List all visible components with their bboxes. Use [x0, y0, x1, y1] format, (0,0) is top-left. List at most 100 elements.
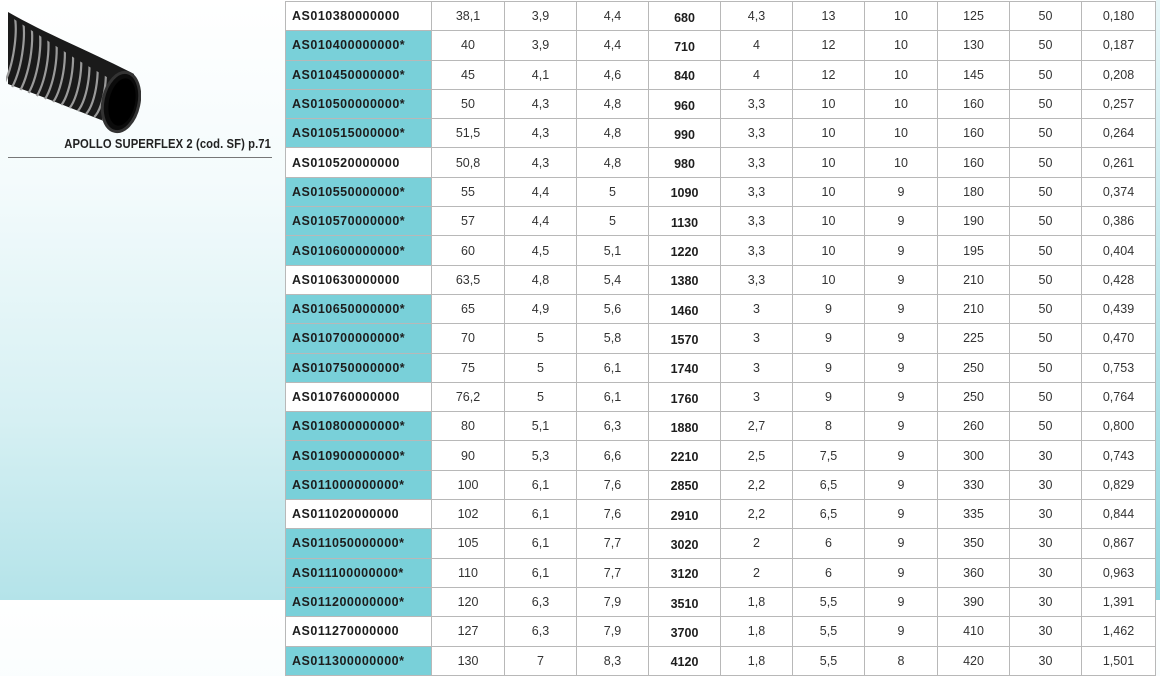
value-cell: 0,844	[1081, 499, 1156, 530]
value-cell: 65	[431, 293, 505, 325]
value-cell: 4,8	[576, 88, 649, 120]
value-cell: 2850	[648, 469, 721, 501]
value-cell: 70	[431, 323, 505, 354]
value-cell: 1380	[648, 264, 721, 295]
value-cell: 10	[792, 176, 865, 208]
article-code-cell: AS011020000000	[285, 499, 432, 530]
value-cell: 0,439	[1081, 293, 1156, 325]
value-cell: 38,1	[431, 0, 505, 32]
article-code-cell: AS010500000000*	[285, 88, 432, 120]
value-cell: 9	[864, 528, 938, 559]
value-cell: 30	[1009, 528, 1082, 559]
value-cell: 990	[648, 118, 721, 149]
value-cell: 127	[431, 616, 505, 647]
value-cell: 0,743	[1081, 440, 1156, 471]
value-cell: 110	[431, 557, 505, 588]
value-cell: 300	[937, 440, 1010, 471]
value-cell: 6,1	[504, 499, 577, 530]
value-cell: 2	[720, 557, 793, 588]
value-cell: 3	[720, 293, 793, 325]
value-cell: 8	[864, 645, 938, 676]
article-code-cell: AS010450000000*	[285, 59, 432, 90]
value-cell: 9	[864, 499, 938, 530]
value-cell: 2210	[648, 440, 721, 471]
value-cell: 260	[937, 411, 1010, 442]
value-cell: 10	[864, 59, 938, 90]
value-cell: 190	[937, 206, 1010, 237]
value-cell: 2,7	[720, 411, 793, 442]
table-row: AS010500000000* 50 4,3 4,8 960 3,3 10 10 160 50 0,…	[285, 88, 1156, 120]
value-cell: 9	[864, 381, 938, 413]
table-row: AS010380000000 38,1 3,9 4,4 680 4,3 13 10 125 50 0…	[285, 0, 1156, 32]
value-cell: 7,9	[576, 616, 649, 647]
table-row: AS011100000000* 110 6,1 7,7 3120 2 6 9 360 30 0,96…	[285, 557, 1156, 588]
table-row: AS011020000000 102 6,1 7,6 2910 2,2 6,5 9 335 30 0…	[285, 499, 1156, 530]
value-cell: 3700	[648, 616, 721, 647]
hose-image	[6, 12, 141, 134]
value-cell: 9	[792, 381, 865, 413]
value-cell: 4,8	[576, 118, 649, 149]
table-row: AS011270000000 127 6,3 7,9 3700 1,8 5,5 9 410 30 1…	[285, 616, 1156, 647]
value-cell: 0,764	[1081, 381, 1156, 413]
article-code-cell: AS010380000000	[285, 0, 432, 32]
value-cell: 75	[431, 352, 505, 383]
value-cell: 1460	[648, 293, 721, 325]
table-row: AS011000000000* 100 6,1 7,6 2850 2,2 6,5 9 330 30…	[285, 469, 1156, 501]
caption-divider	[8, 157, 272, 158]
value-cell: 1570	[648, 323, 721, 354]
value-cell: 3	[720, 323, 793, 354]
value-cell: 130	[937, 30, 1010, 61]
value-cell: 55	[431, 176, 505, 208]
table-row: AS010700000000* 70 5 5,8 1570 3 9 9 225 50 0,470	[285, 323, 1156, 354]
value-cell: 210	[937, 293, 1010, 325]
table-row: AS010515000000* 51,5 4,3 4,8 990 3,3 10 10 160 50…	[285, 118, 1156, 149]
value-cell: 7,7	[576, 557, 649, 588]
value-cell: 6,5	[792, 469, 865, 501]
article-code-cell: AS011050000000*	[285, 528, 432, 559]
value-cell: 5,3	[504, 440, 577, 471]
value-cell: 30	[1009, 557, 1082, 588]
value-cell: 2,2	[720, 469, 793, 501]
value-cell: 0,404	[1081, 235, 1156, 266]
article-code-cell: AS011270000000	[285, 616, 432, 647]
value-cell: 410	[937, 616, 1010, 647]
value-cell: 7,5	[792, 440, 865, 471]
value-cell: 50	[1009, 264, 1082, 295]
value-cell: 3020	[648, 528, 721, 559]
table-row: AS010750000000* 75 5 6,1 1740 3 9 9 250 50 0,753	[285, 352, 1156, 383]
table-row: AS010800000000* 80 5,1 6,3 1880 2,7 8 9 260 50 0,8…	[285, 411, 1156, 442]
value-cell: 30	[1009, 645, 1082, 676]
value-cell: 40	[431, 30, 505, 61]
value-cell: 0,187	[1081, 30, 1156, 61]
value-cell: 250	[937, 381, 1010, 413]
value-cell: 9	[864, 206, 938, 237]
value-cell: 2910	[648, 499, 721, 530]
product-panel: APOLLO SUPERFLEX 2 (cod. SF) p.71	[0, 0, 280, 160]
article-code-cell: AS010630000000	[285, 264, 432, 295]
value-cell: 1,462	[1081, 616, 1156, 647]
value-cell: 30	[1009, 440, 1082, 471]
value-cell: 0,963	[1081, 557, 1156, 588]
value-cell: 4,4	[504, 176, 577, 208]
value-cell: 10	[792, 235, 865, 266]
value-cell: 3,9	[504, 30, 577, 61]
value-cell: 3	[720, 381, 793, 413]
article-code-cell: AS011000000000*	[285, 469, 432, 501]
article-code-cell: AS010760000000	[285, 381, 432, 413]
table-row: AS010550000000* 55 4,4 5 1090 3,3 10 9 180 50 0,37…	[285, 176, 1156, 208]
value-cell: 360	[937, 557, 1010, 588]
value-cell: 180	[937, 176, 1010, 208]
value-cell: 5,5	[792, 616, 865, 647]
value-cell: 125	[937, 0, 1010, 32]
value-cell: 9	[864, 469, 938, 501]
value-cell: 50	[1009, 381, 1082, 413]
value-cell: 9	[864, 440, 938, 471]
value-cell: 1,391	[1081, 586, 1156, 618]
value-cell: 5,5	[792, 586, 865, 618]
value-cell: 6,3	[504, 586, 577, 618]
value-cell: 50	[431, 88, 505, 120]
value-cell: 1,8	[720, 586, 793, 618]
value-cell: 9	[864, 411, 938, 442]
value-cell: 5,4	[576, 264, 649, 295]
value-cell: 5	[504, 352, 577, 383]
